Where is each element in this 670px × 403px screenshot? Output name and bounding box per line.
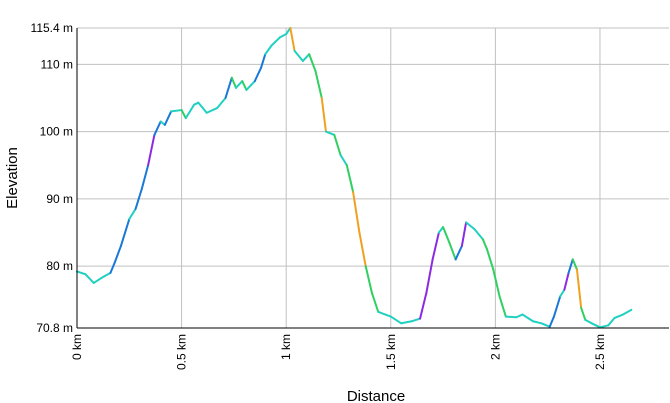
elevation-segment — [613, 313, 624, 319]
elevation-segment — [419, 292, 428, 320]
elevation-segment — [454, 244, 463, 261]
elevation-segment — [260, 53, 267, 69]
elevation-segment — [521, 313, 535, 323]
elevation-segment — [324, 130, 336, 136]
elevation-segment — [370, 292, 380, 313]
elevation-segment — [293, 49, 304, 62]
elevation-segment — [584, 318, 593, 325]
y-tick-labels: 70.8 m 80 m 90 m 100 m 110 m 115.4 m — [31, 21, 73, 335]
elevation-segment — [515, 313, 524, 319]
x-tick-label: 0 km — [70, 334, 84, 360]
elevation-segment — [442, 226, 451, 244]
x-tick-label: 1 km — [279, 334, 293, 360]
elevation-segment — [559, 288, 566, 298]
axes — [76, 28, 669, 329]
elevation-segment — [358, 231, 367, 268]
elevation-segment — [492, 268, 501, 298]
y-tick-label: 100 m — [40, 125, 73, 139]
y-tick-label: 80 m — [46, 259, 73, 273]
elevation-segment — [339, 154, 348, 167]
elevation-segment — [109, 261, 116, 274]
elevation-segment — [598, 324, 610, 329]
elevation-segment — [147, 133, 156, 167]
elevation-segment — [320, 96, 327, 133]
elevation-segment — [140, 164, 150, 190]
elevation-segment — [571, 258, 578, 271]
elevation-segment — [230, 76, 237, 89]
elevation-segment — [590, 322, 601, 329]
elevation-segment — [498, 295, 507, 318]
elevation-segment — [504, 315, 518, 319]
elevation-segment — [473, 228, 484, 241]
elevation-segment — [481, 238, 489, 251]
elevation-segment — [180, 109, 187, 120]
elevation-segment — [567, 258, 574, 274]
elevation-segment — [580, 306, 587, 321]
elevation-segment — [163, 110, 173, 126]
y-axis-label: Elevation — [4, 147, 21, 209]
elevation-segment — [465, 221, 476, 231]
elevation-segment — [224, 76, 233, 99]
elevation-segment — [270, 36, 281, 47]
elevation-segment — [308, 53, 317, 73]
x-axis-label: Distance — [347, 388, 405, 403]
elevation-segment — [197, 101, 208, 114]
grid-lines — [76, 27, 669, 329]
elevation-segment — [128, 207, 137, 221]
elevation-segment — [540, 322, 551, 328]
elevation-segment — [552, 295, 562, 318]
elevation-segment — [345, 164, 355, 194]
y-tick-label: 115.4 m — [31, 21, 73, 35]
elevation-segment — [575, 268, 583, 309]
elevation-segment — [216, 96, 227, 110]
elevation-segment — [352, 191, 361, 234]
elevation-segment — [607, 316, 616, 327]
elevation-segment — [301, 53, 311, 62]
elevation-segment — [314, 70, 323, 99]
elevation-segment — [364, 265, 373, 295]
elevation-segment — [410, 317, 422, 323]
elevation-segment — [119, 218, 131, 247]
elevation-segment — [333, 133, 342, 157]
elevation-segment — [170, 109, 183, 113]
elevation-segment — [205, 107, 219, 114]
elevation-segment — [101, 271, 112, 279]
elevation-segment — [621, 308, 633, 316]
y-tick-label: 90 m — [46, 192, 73, 206]
x-tick-label: 0.5 km — [175, 334, 189, 370]
elevation-segment — [460, 221, 468, 247]
elevation-segment — [377, 310, 392, 318]
y-tick-label: 110 m — [41, 57, 73, 71]
elevation-segment — [278, 33, 288, 39]
elevation-segment — [241, 80, 248, 91]
y-tick-label: 70.8 m — [36, 321, 73, 335]
elevation-segment — [234, 80, 244, 89]
elevation-segment — [245, 80, 256, 91]
x-tick-label: 1.5 km — [384, 334, 398, 370]
elevation-segment — [84, 273, 95, 284]
x-tick-labels: 0 km 0.5 km 1 km 1.5 km 2 km 2.5 km — [70, 334, 607, 370]
elevation-segment — [486, 248, 495, 271]
elevation-segment — [400, 320, 413, 325]
elevation-series — [76, 27, 633, 329]
elevation-segment — [448, 241, 457, 261]
elevation-segment — [134, 187, 143, 210]
elevation-segment — [289, 27, 296, 52]
elevation-segment — [92, 276, 104, 284]
elevation-segment — [425, 258, 434, 295]
elevation-segment — [113, 244, 122, 264]
elevation-segment — [431, 231, 440, 261]
x-tick-label: 2 km — [488, 334, 502, 360]
elevation-segment — [548, 315, 555, 328]
x-tick-label: 2.5 km — [593, 334, 607, 370]
elevation-segment — [532, 320, 543, 325]
elevation-segment — [153, 120, 162, 136]
elevation-segment — [253, 66, 263, 83]
elevation-segment — [563, 271, 570, 291]
elevation-segment — [264, 44, 273, 56]
elevation-segment — [76, 270, 87, 276]
elevation-segment — [389, 315, 403, 325]
elevation-segment — [184, 103, 196, 120]
